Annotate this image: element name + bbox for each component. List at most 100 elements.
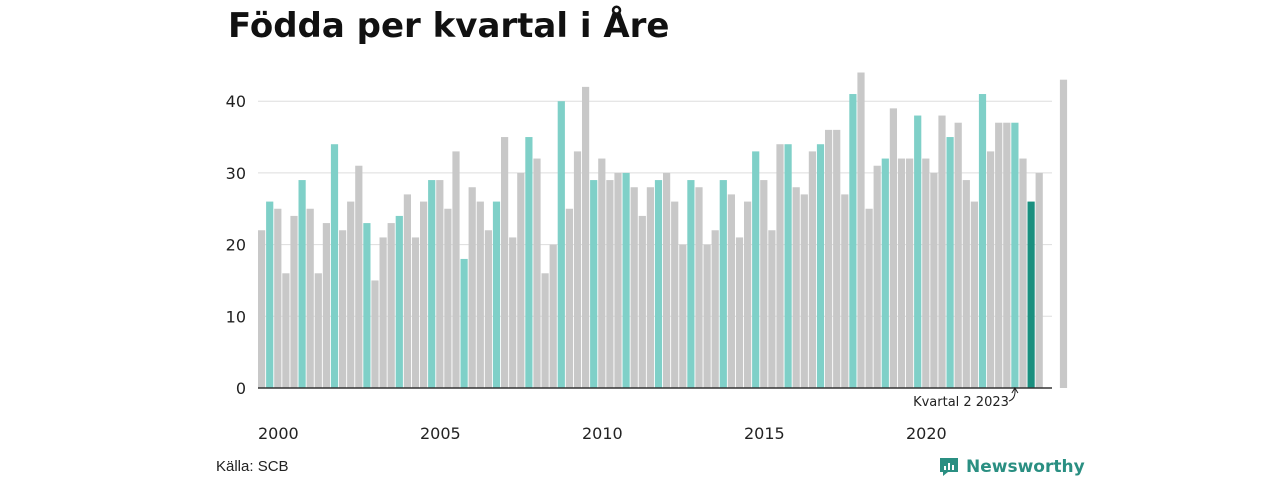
bar-16: [387, 223, 395, 388]
bar-20: [420, 201, 428, 388]
bar-35: [541, 273, 549, 388]
bar-66: [792, 187, 800, 388]
bar-67: [800, 194, 808, 388]
annotation-arrow: [1008, 388, 1016, 402]
bar-95: [1027, 201, 1035, 388]
bar-62: [760, 180, 768, 388]
bar-23: [444, 208, 452, 388]
annotation-arrowhead: [1011, 387, 1019, 394]
bar-4: [290, 215, 298, 388]
y-tick-label-40: 40: [226, 92, 246, 111]
bar-91: [995, 122, 1003, 389]
bar-31: [509, 237, 517, 388]
bar-34: [533, 158, 541, 388]
bars: [258, 72, 1068, 389]
bar-37: [557, 101, 565, 388]
x-tick-label-2015: 2015: [744, 424, 785, 443]
bar-75: [865, 208, 873, 388]
bar-21: [428, 180, 436, 388]
bar-39: [573, 151, 582, 388]
bar-8: [322, 223, 330, 388]
bar-58: [727, 194, 735, 388]
bar-88: [970, 201, 978, 388]
bar-51: [671, 201, 679, 388]
bar-46: [630, 187, 638, 388]
bar-60: [744, 201, 752, 388]
bar-41: [590, 180, 598, 388]
bar-76: [873, 165, 881, 388]
bar-63: [768, 230, 776, 388]
bar-99: [1059, 79, 1068, 388]
bar-94: [1019, 158, 1027, 388]
bar-29: [492, 201, 501, 388]
bar-14: [371, 280, 379, 388]
bar-82: [922, 158, 930, 388]
bar-79: [897, 158, 906, 388]
bar-18: [403, 194, 411, 388]
bar-73: [849, 94, 857, 388]
bar-26: [468, 187, 476, 388]
newsworthy-brand: Newsworthy: [938, 456, 1085, 478]
bar-2: [274, 208, 282, 388]
bar-22: [436, 180, 444, 388]
bar-42: [598, 158, 606, 388]
bar-64: [776, 144, 784, 388]
bar-13: [363, 223, 371, 388]
bar-61: [752, 151, 760, 388]
x-tick-label-2005: 2005: [420, 424, 461, 443]
bar-17: [395, 215, 403, 388]
bar-15: [379, 237, 387, 388]
bar-7: [314, 273, 322, 388]
bar-30: [501, 137, 509, 388]
y-tick-label-10: 10: [226, 307, 246, 326]
bar-9: [330, 144, 339, 388]
bar-19: [411, 237, 420, 388]
bar-85: [946, 137, 954, 388]
bar-6: [306, 208, 314, 388]
bar-44: [614, 172, 622, 388]
bar-56: [711, 230, 719, 388]
y-axis-ticks: 0 10 20 30 40: [226, 92, 246, 398]
bar-80: [906, 158, 914, 388]
bar-28: [484, 230, 492, 388]
bar-52: [679, 244, 687, 388]
bar-77: [881, 158, 889, 388]
bar-89: [978, 94, 987, 388]
chart-title: Födda per kvartal i Åre: [228, 6, 670, 46]
bar-65: [784, 144, 792, 388]
bar-57: [719, 180, 727, 388]
bar-78: [889, 108, 897, 389]
bar-70: [825, 129, 833, 388]
bar-45: [622, 172, 630, 388]
x-tick-label-2000: 2000: [258, 424, 299, 443]
bar-1: [266, 201, 274, 388]
bar-36: [549, 244, 557, 388]
bar-54: [695, 187, 703, 388]
bar-38: [565, 208, 573, 388]
bar-53: [687, 180, 695, 388]
x-tick-label-2010: 2010: [582, 424, 623, 443]
x-tick-label-2020: 2020: [906, 424, 947, 443]
bar-86: [954, 122, 962, 389]
bar-43: [606, 180, 614, 388]
bar-93: [1011, 122, 1019, 389]
bar-32: [517, 172, 525, 388]
bar-68: [808, 151, 816, 388]
bar-72: [841, 194, 849, 388]
x-axis-ticks: 2000 2005 2010 2015 2020: [258, 424, 947, 443]
bar-10: [339, 230, 347, 388]
bar-59: [735, 237, 744, 388]
newsworthy-logo-icon: [940, 458, 958, 476]
bar-55: [703, 244, 711, 388]
bar-5: [298, 180, 306, 388]
bar-69: [816, 144, 825, 388]
annotation-label: Kvartal 2 2023: [913, 395, 1009, 410]
annotation: Kvartal 2 2023: [913, 387, 1019, 410]
bar-90: [987, 151, 995, 388]
bar-3: [282, 273, 290, 388]
bar-50: [663, 172, 671, 388]
bar-71: [833, 129, 841, 388]
bar-87: [962, 180, 970, 388]
bar-96: [1035, 172, 1043, 388]
